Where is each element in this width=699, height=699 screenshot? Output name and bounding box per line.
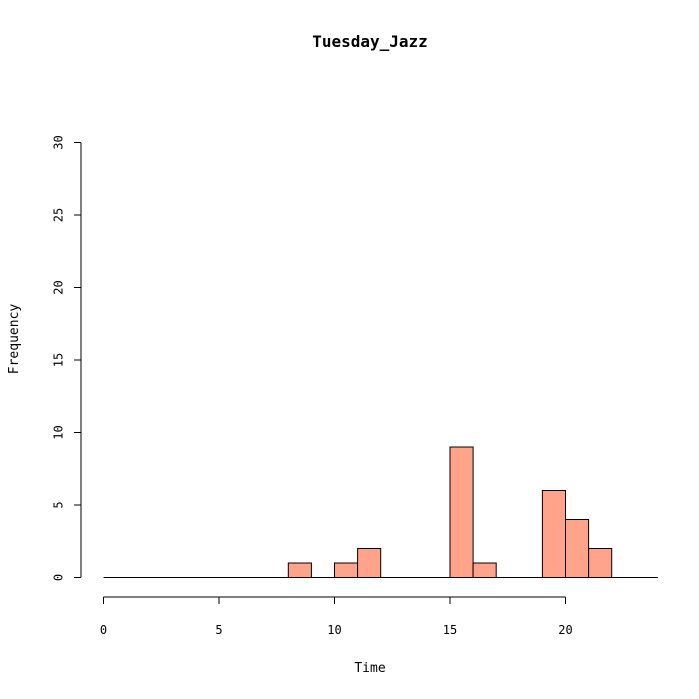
y-tick-label: 5 — [52, 501, 66, 508]
x-tick-label: 20 — [558, 623, 572, 637]
y-tick-label: 0 — [52, 574, 66, 581]
histogram-bar — [287, 562, 312, 578]
x-axis-label: Time — [354, 661, 385, 676]
x-tick-label: 15 — [443, 623, 457, 637]
histogram-bar — [541, 490, 567, 578]
histogram-bar — [472, 562, 497, 578]
histogram-bar — [357, 548, 382, 578]
y-axis: 0 5 10 15 20 25 30 — [52, 135, 82, 581]
chart-title: Tuesday_Jazz — [312, 32, 428, 51]
x-axis: 0 5 10 15 20 — [100, 596, 573, 637]
x-tick-label: 0 — [100, 623, 107, 637]
y-axis-label: Frequency — [7, 304, 22, 375]
histogram-bar — [449, 446, 474, 578]
histogram-bar — [334, 562, 359, 578]
y-tick-label: 30 — [52, 135, 66, 149]
y-tick-label: 25 — [52, 208, 66, 222]
y-tick-label: 20 — [52, 280, 66, 294]
histogram-bars — [103, 446, 658, 578]
histogram-bar — [588, 548, 613, 578]
y-tick-label: 10 — [52, 425, 66, 439]
y-tick-label: 15 — [52, 353, 66, 367]
x-tick-label: 10 — [327, 623, 341, 637]
x-tick-label: 5 — [215, 623, 222, 637]
histogram-bar — [565, 519, 590, 578]
